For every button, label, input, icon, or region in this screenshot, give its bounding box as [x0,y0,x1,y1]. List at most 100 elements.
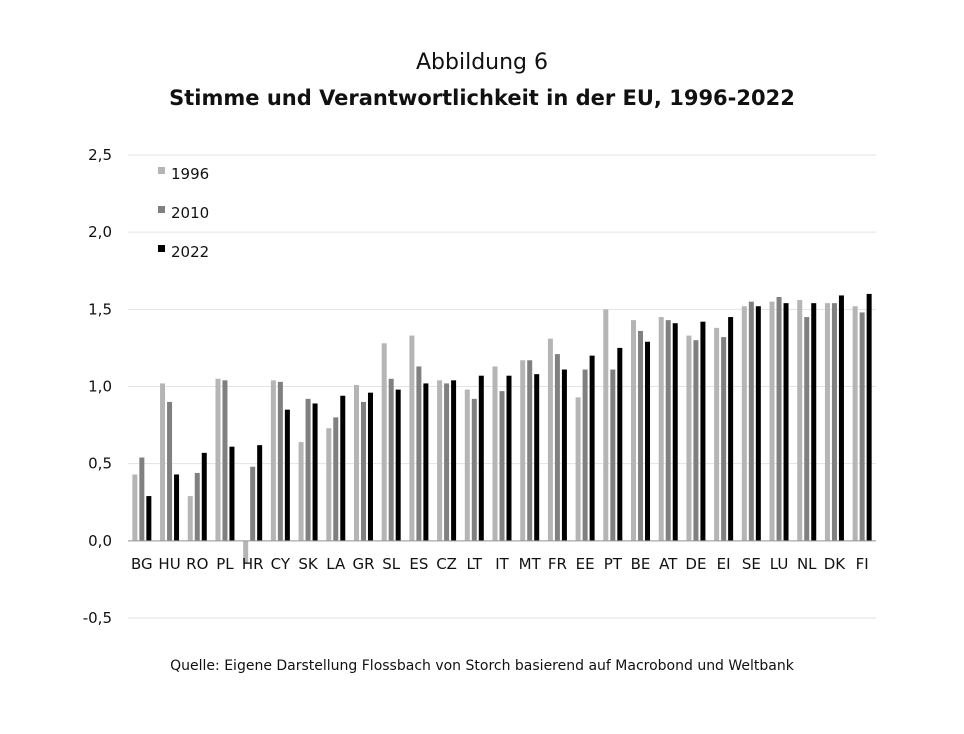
bar-FI-2010 [859,312,865,541]
legend-label: 1996 [171,165,209,183]
bar-NL-1996 [797,300,803,541]
x-tick-label: BE [631,555,651,573]
bar-IT-2022 [506,375,512,541]
x-tick-label: EE [576,555,595,573]
bar-BG-2022 [146,496,152,541]
x-tick-label: SE [742,555,761,573]
bars [132,293,872,564]
bar-LA-2022 [340,395,346,541]
bar-RO-2022 [201,452,207,541]
y-tick-label: 1,0 [88,378,112,396]
bar-EE-2010 [582,369,588,541]
bar-LT-2022 [478,375,484,541]
bar-DE-2022 [700,321,706,541]
bar-BE-1996 [631,320,637,541]
bar-RO-1996 [187,496,193,541]
bar-FR-2022 [561,369,567,541]
bar-EI-1996 [714,327,720,541]
bar-AT-2022 [672,323,678,541]
bar-ES-2022 [423,383,429,541]
bar-GR-2022 [367,392,373,541]
bar-HR-1996 [243,540,249,564]
bar-SK-2022 [312,403,318,541]
bar-LU-2010 [776,296,782,541]
bar-ES-2010 [416,366,422,541]
bar-DE-1996 [686,335,692,541]
x-tick-label: ES [409,555,428,573]
bar-HU-2022 [174,474,180,541]
bar-CY-1996 [270,380,276,541]
bar-LA-2010 [333,417,339,541]
legend-label: 2010 [171,204,209,222]
x-tick-label: GR [352,555,374,573]
legend-label: 2022 [171,243,209,261]
bar-HR-2022 [257,445,263,541]
bar-FI-2022 [866,293,872,541]
x-tick-label: LT [467,555,483,573]
bar-ES-1996 [409,335,415,541]
x-tick-label: IT [495,555,509,573]
x-tick-label: DE [685,555,706,573]
y-tick-label: -0,5 [83,609,112,627]
x-tick-label: LA [326,555,346,573]
bar-CZ-2010 [444,383,450,541]
bar-LU-1996 [769,301,775,541]
bar-GR-2010 [360,401,366,541]
bar-HR-2010 [250,466,256,541]
y-tick-label: 2,5 [88,146,112,164]
gridlines [128,154,876,619]
bar-SL-2010 [388,378,394,541]
bar-FI-1996 [852,306,858,541]
bar-HU-1996 [160,383,166,541]
bar-DK-2010 [831,303,837,541]
bar-RO-2010 [194,472,200,541]
legend-swatch-2010 [158,206,165,213]
bar-SE-2010 [748,301,754,541]
bar-DK-2022 [838,295,844,541]
bar-EI-2010 [721,337,727,541]
x-tick-label: HR [242,555,264,573]
bar-LA-1996 [326,428,332,541]
bar-EI-2022 [728,317,734,541]
x-tick-label: FI [856,555,869,573]
bar-AT-1996 [658,317,664,541]
x-axis-ticks: BG HU RO PL HR CY SK LA GR SL ES CZ LT IT MT FR EE PT BE AT… [131,555,869,573]
source-note: Quelle: Eigene Darstellung Flossbach von… [170,658,794,674]
legend-swatch-2022 [158,245,165,252]
bar-CZ-2022 [451,380,457,541]
bar-IT-2010 [499,391,505,541]
bar-SL-1996 [381,343,387,541]
x-tick-label: NL [797,555,817,573]
bar-GR-1996 [353,384,359,541]
bar-SE-1996 [741,306,747,541]
x-tick-label: EI [717,555,731,573]
bar-SE-2022 [755,306,761,541]
x-tick-label: CZ [436,555,457,573]
x-tick-label: SK [298,555,319,573]
bar-FR-2010 [554,354,560,541]
chart-title: Stimme und Verantwortlichkeit in der EU,… [169,86,795,110]
bar-NL-2010 [804,317,810,541]
bar-PL-2010 [222,380,228,541]
bar-NL-2022 [811,303,817,541]
x-tick-label: LU [770,555,789,573]
legend-swatch-1996 [158,167,165,174]
bar-CY-2010 [277,381,283,541]
bar-BG-2010 [139,457,145,541]
y-tick-label: 2,0 [88,223,112,241]
x-tick-label: DK [824,555,847,573]
x-tick-label: PT [604,555,623,573]
bar-SK-2010 [305,398,311,541]
bar-PT-2010 [610,369,616,541]
bar-LU-2022 [783,303,789,541]
x-tick-label: HU [158,555,180,573]
bar-HU-2010 [167,401,173,541]
bar-MT-2022 [534,374,540,541]
bar-PT-1996 [603,309,609,541]
legend: 1996 2010 2022 [158,165,209,261]
x-tick-label: PL [216,555,234,573]
y-tick-label: 1,5 [88,300,112,318]
bar-EE-1996 [575,397,581,541]
x-tick-label: FR [548,555,567,573]
